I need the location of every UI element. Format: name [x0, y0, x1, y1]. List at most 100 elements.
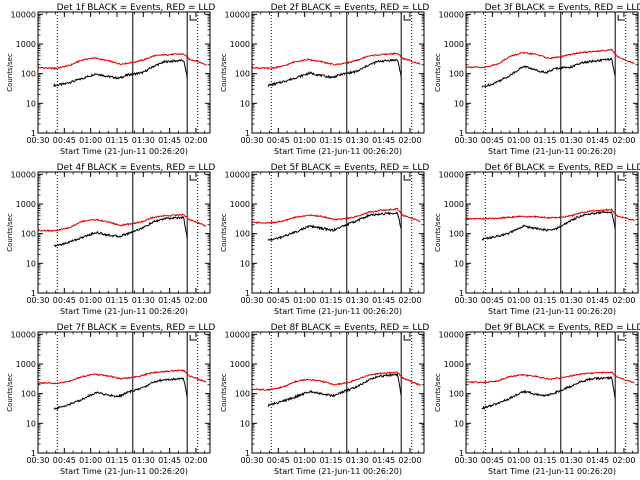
plot-frame — [251, 331, 425, 454]
y-tick-label: 10 — [454, 259, 464, 268]
x-tick-label: 00:30 — [240, 296, 263, 305]
chart-panel-7: Det 7f BLACK = Events, RED = LLD Counts/s… — [6, 323, 215, 476]
x-tick-label: 01:30 — [560, 296, 583, 305]
y-tick-label: 100 — [21, 70, 36, 79]
x-tick-label: 01:30 — [346, 456, 369, 465]
x-tick-label: 00:45 — [481, 136, 504, 145]
series-line-lld — [251, 207, 421, 225]
x-tick-label: 01:00 — [293, 296, 316, 305]
x-tick-label: 01:00 — [79, 136, 102, 145]
chart-title: Det 3f BLACK = Events, RED = LLD — [485, 3, 640, 13]
x-axis-label: Start Time (21-Jun-11 00:26:20) — [60, 147, 188, 156]
chart-panel-6: Det 6f BLACK = Events, RED = LLD Counts/s… — [434, 163, 640, 316]
x-tick-label: 00:45 — [267, 136, 290, 145]
y-tick-label: 10 — [454, 419, 464, 428]
y-tick-label: 1 — [31, 449, 36, 458]
x-tick-label: 01:15 — [319, 456, 342, 465]
x-tick-label: 00:45 — [481, 296, 504, 305]
series-line-lld — [37, 368, 207, 385]
x-tick-label: 01:15 — [105, 456, 128, 465]
y-tick-label: 1 — [459, 129, 464, 138]
y-tick-label: 1000 — [16, 40, 36, 49]
series-line-events — [481, 210, 616, 241]
chart-title: Det 8f BLACK = Events, RED = LLD — [271, 323, 430, 333]
y-tick-label: 10 — [240, 99, 250, 108]
x-tick-label: 00:30 — [26, 296, 49, 305]
plot-frame — [465, 331, 639, 454]
chart-panel-3: Det 3f BLACK = Events, RED = LLD Counts/s… — [434, 3, 640, 156]
y-tick-label: 10 — [454, 99, 464, 108]
y-tick-label: 10000 — [439, 330, 464, 339]
y-tick-label: 100 — [235, 390, 250, 399]
y-axis-label: Counts/sec — [6, 53, 14, 92]
series-line-events — [267, 58, 402, 87]
y-axis-label: Counts/sec — [6, 373, 14, 412]
x-tick-label: 01:45 — [372, 456, 395, 465]
y-tick-label: 1 — [31, 289, 36, 298]
x-tick-label: 01:45 — [586, 136, 609, 145]
chart-panel-1: Det 1f BLACK = Events, RED = LLD Counts/s… — [6, 3, 215, 156]
series-line-lld — [465, 371, 635, 384]
x-tick-label: 02:00 — [612, 136, 635, 145]
x-tick-label: 00:30 — [240, 136, 263, 145]
x-tick-label: 00:45 — [267, 296, 290, 305]
chart-title: Det 1f BLACK = Events, RED = LLD — [57, 3, 216, 13]
series-line-events — [53, 58, 188, 88]
x-tick-label: 01:30 — [132, 136, 155, 145]
y-tick-label: 1000 — [444, 360, 464, 369]
x-tick-label: 01:00 — [79, 296, 102, 305]
x-axis-label: Start Time (21-Jun-11 00:26:20) — [488, 307, 616, 316]
x-tick-label: 01:30 — [132, 456, 155, 465]
series-line-events — [267, 373, 402, 407]
y-tick-label: 10000 — [11, 170, 36, 179]
x-tick-label: 02:00 — [398, 296, 421, 305]
y-tick-label: 100 — [235, 230, 250, 239]
x-tick-label: 02:00 — [184, 136, 207, 145]
x-tick-label: 00:30 — [26, 456, 49, 465]
x-tick-label: 01:15 — [533, 456, 556, 465]
x-tick-label: 01:30 — [560, 456, 583, 465]
y-axis-label: Counts/sec — [434, 213, 442, 252]
x-axis-label: Start Time (21-Jun-11 00:26:20) — [274, 147, 402, 156]
y-tick-label: 100 — [449, 70, 464, 79]
y-tick-label: 1 — [31, 129, 36, 138]
series-line-lld — [37, 53, 207, 70]
bracket-mark — [617, 335, 626, 341]
bracket-mark — [403, 175, 412, 181]
chart-panel-2: Det 2f BLACK = Events, RED = LLD Counts/s… — [220, 3, 429, 156]
chart-panel-9: Det 9f BLACK = Events, RED = LLD Counts/s… — [434, 323, 640, 476]
x-tick-label: 00:30 — [240, 456, 263, 465]
plot-frame — [251, 11, 425, 134]
series-line-events — [481, 57, 616, 88]
y-tick-label: 1000 — [444, 40, 464, 49]
bracket-mark — [617, 175, 626, 181]
series-line-events — [267, 211, 402, 241]
x-tick-label: 01:30 — [560, 136, 583, 145]
plot-frame — [37, 11, 211, 134]
y-tick-label: 10000 — [439, 10, 464, 19]
y-tick-label: 1 — [459, 289, 464, 298]
y-tick-label: 100 — [235, 70, 250, 79]
bracket-mark — [189, 15, 198, 21]
y-tick-label: 10 — [26, 259, 36, 268]
x-tick-label: 01:30 — [346, 136, 369, 145]
chart-title: Det 9f BLACK = Events, RED = LLD — [485, 323, 640, 333]
x-tick-label: 01:15 — [533, 296, 556, 305]
x-axis-label: Start Time (21-Jun-11 00:26:20) — [60, 307, 188, 316]
y-tick-label: 1000 — [230, 360, 250, 369]
y-tick-label: 100 — [449, 390, 464, 399]
y-tick-label: 10 — [240, 419, 250, 428]
y-tick-label: 100 — [449, 230, 464, 239]
y-axis-label: Counts/sec — [220, 373, 228, 412]
chart-title: Det 7f BLACK = Events, RED = LLD — [57, 323, 216, 333]
series-line-lld — [251, 52, 421, 71]
chart-panel-5: Det 5f BLACK = Events, RED = LLD Counts/s… — [220, 163, 429, 316]
chart-title: Det 2f BLACK = Events, RED = LLD — [271, 3, 430, 13]
y-tick-label: 10000 — [225, 330, 250, 339]
x-tick-label: 00:45 — [53, 456, 76, 465]
series-line-events — [481, 376, 616, 410]
x-tick-label: 00:30 — [26, 136, 49, 145]
y-axis-label: Counts/sec — [220, 213, 228, 252]
y-tick-label: 1000 — [230, 200, 250, 209]
y-tick-label: 10000 — [225, 10, 250, 19]
